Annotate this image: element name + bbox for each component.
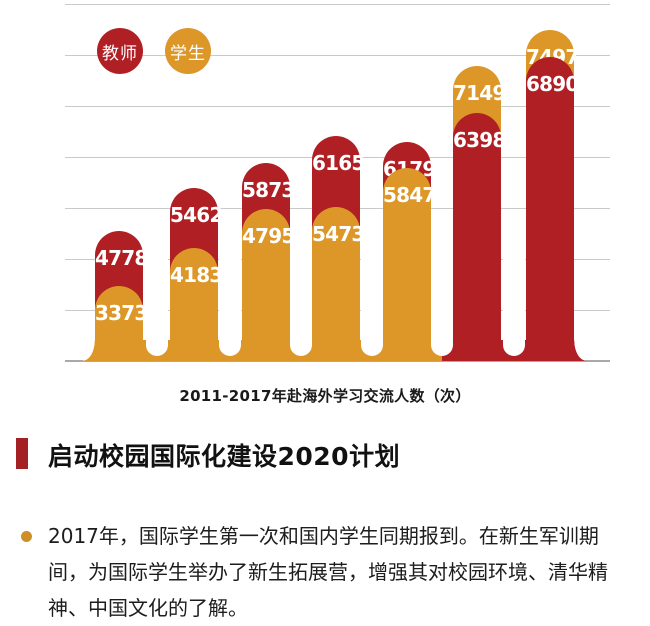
bar-student-2011: 3373	[95, 286, 148, 341]
bar-value-label: 5473	[312, 222, 365, 246]
bullet-text: 2017年，国际学生第一次和国内学生同期报到。在新生军训期间，为国际学生举办了新…	[48, 524, 608, 620]
bar-value-label: 3373	[95, 301, 148, 325]
bar-value-label: 5462	[170, 203, 223, 227]
x-axis-baseline	[65, 360, 610, 362]
bar-teacher-2017: 6890	[526, 57, 579, 341]
chart-canvas: 4778337354624183587347956165547361795847…	[65, 4, 610, 362]
bar-gap-notch	[145, 250, 168, 356]
legend-label-student: 学生	[170, 43, 206, 64]
bar-gap-notch	[290, 250, 312, 356]
bar-student-2013: 4795	[242, 209, 295, 341]
gridline	[65, 4, 610, 5]
bar-gap-notch	[502, 250, 525, 356]
bar-value-label: 5847	[383, 183, 436, 207]
bar-teacher-2016: 6398	[453, 113, 506, 341]
bar-base-band	[95, 340, 157, 361]
section-heading: 启动校园国际化建设2020计划	[48, 442, 401, 471]
bar-student-2014: 5473	[312, 207, 365, 341]
bullet-dot-icon	[21, 531, 32, 542]
bar-value-label: 6890	[526, 72, 579, 96]
bar-value-label: 4778	[95, 246, 148, 270]
bar-value-label: 6398	[453, 128, 506, 152]
bar-value-label: 6165	[312, 151, 365, 175]
bar-base-band	[371, 340, 442, 361]
bar-base-band	[230, 340, 301, 361]
bar-value-label: 4183	[170, 263, 223, 287]
gridline	[65, 55, 610, 56]
bar-value-label: 7149	[453, 81, 506, 105]
bar-base-band	[156, 340, 230, 361]
report-section: 启动校园国际化建设2020计划 2017年，国际学生第一次和国内学生同期报到。在…	[0, 412, 650, 620]
bar-value-label: 4795	[242, 224, 295, 248]
heading-marker-icon	[16, 438, 28, 469]
chart-caption: 2011-2017年赴海外学习交流人数（次）	[179, 387, 471, 405]
chart: 4778337354624183587347956165547361795847…	[65, 4, 610, 405]
gridline	[65, 106, 610, 107]
bar-base-band	[513, 340, 574, 361]
legend-label-teacher: 教师	[102, 43, 138, 64]
bar-gap-notch	[431, 250, 453, 356]
bar-value-label: 5873	[242, 178, 295, 202]
bar-gap-notch	[219, 250, 241, 356]
left-flare-foot	[83, 340, 95, 361]
legend-item-student: 学生	[165, 28, 211, 74]
bar-base-band	[442, 340, 514, 361]
legend-item-teacher: 教师	[97, 28, 143, 74]
right-flare-foot	[574, 340, 586, 361]
bar-gap-notch	[360, 250, 383, 356]
bar-base-band	[301, 340, 372, 361]
bar-student-2012: 4183	[170, 248, 223, 341]
bar-student-2015: 5847	[383, 168, 436, 341]
